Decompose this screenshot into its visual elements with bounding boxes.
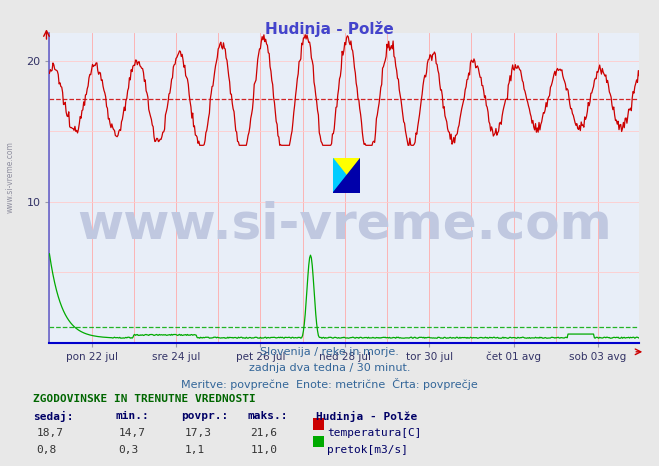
Text: temperatura[C]: temperatura[C] (327, 428, 421, 438)
Text: 0,3: 0,3 (119, 445, 139, 455)
Text: www.si-vreme.com: www.si-vreme.com (5, 141, 14, 213)
Text: 21,6: 21,6 (250, 428, 277, 438)
Text: 0,8: 0,8 (36, 445, 57, 455)
Text: Slovenija / reke in morje.: Slovenija / reke in morje. (260, 347, 399, 357)
Text: 17,3: 17,3 (185, 428, 212, 438)
Text: 1,1: 1,1 (185, 445, 205, 455)
Text: maks.:: maks.: (247, 411, 287, 421)
Text: ZGODOVINSKE IN TRENUTNE VREDNOSTI: ZGODOVINSKE IN TRENUTNE VREDNOSTI (33, 394, 256, 404)
Text: 18,7: 18,7 (36, 428, 63, 438)
Text: Meritve: povprečne  Enote: metrične  Črta: povprečje: Meritve: povprečne Enote: metrične Črta:… (181, 378, 478, 390)
Text: povpr.:: povpr.: (181, 411, 229, 421)
Text: 11,0: 11,0 (250, 445, 277, 455)
Text: sedaj:: sedaj: (33, 411, 73, 422)
Polygon shape (333, 158, 360, 193)
Text: Hudinja - Polže: Hudinja - Polže (265, 21, 394, 37)
Text: pretok[m3/s]: pretok[m3/s] (327, 445, 408, 455)
Text: zadnja dva tedna / 30 minut.: zadnja dva tedna / 30 minut. (248, 363, 411, 372)
Text: 14,7: 14,7 (119, 428, 146, 438)
Text: Hudinja - Polže: Hudinja - Polže (316, 411, 418, 422)
Polygon shape (333, 158, 360, 193)
Text: www.si-vreme.com: www.si-vreme.com (77, 201, 612, 249)
Text: min.:: min.: (115, 411, 149, 421)
